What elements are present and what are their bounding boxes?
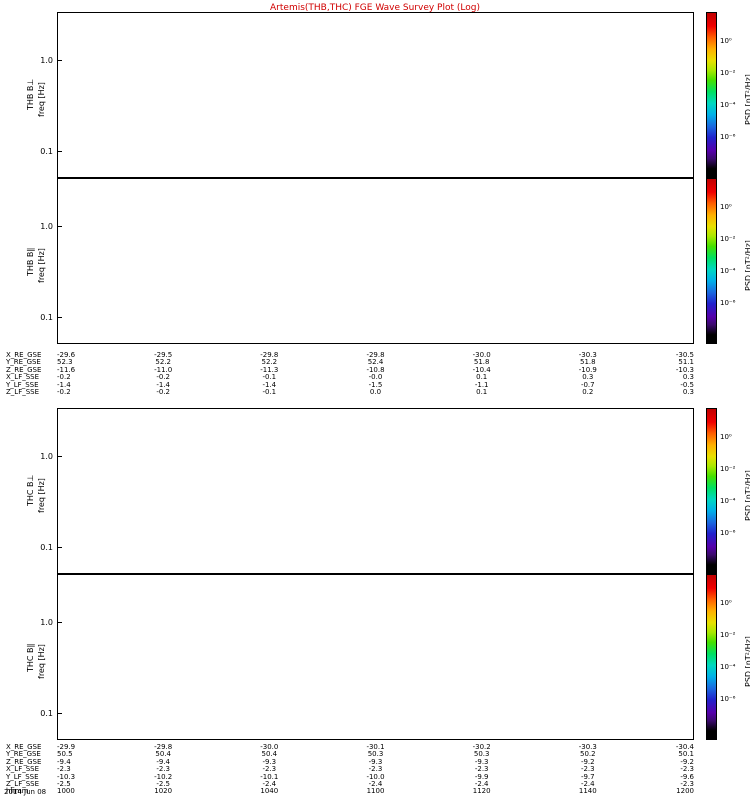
page-title: Artemis(THB,THC) FGE Wave Survey Plot (L… bbox=[270, 3, 480, 13]
axis-lower-date: 2014 Jun 08 bbox=[4, 788, 47, 796]
colorbar-thb-bl-tick-0: 10⁰ bbox=[720, 37, 732, 45]
panel-thc-bll-ylabel-top: THC B∥ bbox=[26, 643, 35, 672]
axis-lower-row-label: Y_LF_SSE bbox=[6, 772, 39, 781]
axis-lower-row-label: Z_LF_SSE bbox=[6, 780, 40, 788]
colorbar-thc-bll-tick-0: 10⁰ bbox=[720, 599, 732, 607]
colorbar-thc-bl-tick-0: 10⁰ bbox=[720, 433, 732, 441]
axis-lower-column: -30.0 50.4 -9.3 -2.3 -10.1 -2.4 1040 bbox=[260, 743, 279, 796]
colorbar-thc-bll-tick-3: 10⁻⁶ bbox=[720, 695, 736, 703]
colorbar-thc-bll-tick-2: 10⁻⁴ bbox=[720, 663, 736, 671]
colorbar-thc-bl-tick-2: 10⁻⁴ bbox=[720, 497, 736, 505]
colorbar-thb-bll-tick-1: 10⁻² bbox=[720, 235, 736, 243]
axis-upper-row-label: Y_LF_SSE bbox=[6, 380, 39, 389]
colorbar-thb-bll-tick-3: 10⁻⁶ bbox=[720, 299, 736, 307]
axis-lower-column: -29.8 50.4 -9.4 -2.3 -10.2 -2.5 1020 bbox=[154, 743, 173, 796]
panel-thb-bll-ytick-2: 0.1 bbox=[40, 313, 53, 322]
panel-thc-bl-ylabel-bottom: freq [Hz] bbox=[37, 478, 46, 513]
colorbar-thc-bl bbox=[706, 408, 717, 574]
colorbar-thb-bll-tick-0: 10⁰ bbox=[720, 203, 732, 211]
panel-thb-bl-ytick-1: 1.0 bbox=[40, 56, 53, 65]
panel-thb-bl-ytick-2: 0.1 bbox=[40, 147, 53, 156]
axis-upper-column: -29.6 52.3 -11.6 -0.2 -1.4 -0.2 bbox=[57, 351, 76, 397]
colorbar-thb-bl-tick-2: 10⁻⁴ bbox=[720, 101, 736, 109]
axis-lower-row-label: hhmm bbox=[6, 787, 29, 796]
panel-thb-bll-ytick-1: 1.0 bbox=[40, 222, 53, 231]
axis-upper-column: -29.8 52.4 -10.8 -0.0 -1.5 0.0 bbox=[366, 351, 385, 397]
colorbar-thc-bll-gradient bbox=[707, 575, 716, 739]
colorbar-thc-bll bbox=[706, 574, 717, 740]
colorbar-thb-bl-tick-3: 10⁻⁶ bbox=[720, 133, 736, 141]
panel-thc-bl-tick-1 bbox=[57, 456, 62, 457]
panel-thc-bll-ylabel-bottom: freq [Hz] bbox=[37, 644, 46, 679]
panel-thc-bl-ylabel-top: THC B⊥ bbox=[26, 474, 35, 507]
colorbar-thc-bll-label: PSD [nT²/Hz] bbox=[744, 636, 750, 687]
panel-thb-bll-ylabel-bottom: freq [Hz] bbox=[37, 248, 46, 283]
axis-upper-column: -30.3 51.8 -10.9 0.3 -0.7 0.2 bbox=[578, 351, 597, 397]
axis-upper-column: -30.5 51.1 -10.3 0.3 -0.5 0.3 bbox=[675, 351, 694, 397]
axis-lower-row-label: Y_RE_GSE bbox=[6, 750, 41, 759]
axis-lower-row-label: X_LF_SSE bbox=[6, 765, 40, 774]
colorbar-thc-bl-label: PSD [nT²/Hz] bbox=[744, 470, 750, 521]
panel-thc-bll-ytick-2: 0.1 bbox=[40, 709, 53, 718]
axis-lower-column: -30.2 50.3 -9.3 -2.3 -9.9 -2.4 1120 bbox=[472, 743, 491, 796]
panel-thc-bl-ytick-1: 1.0 bbox=[40, 452, 53, 461]
colorbar-thb-bll bbox=[706, 178, 717, 344]
axis-upper-row-label: X_LF_SSE bbox=[6, 373, 40, 382]
colorbar-thb-bl bbox=[706, 12, 717, 178]
axis-upper-column: -30.0 51.8 -10.4 0.1 -1.1 0.1 bbox=[472, 351, 491, 397]
panel-thb-bl-ylabel-bottom: freq [Hz] bbox=[37, 82, 46, 117]
colorbar-thb-bll-label: PSD [nT²/Hz] bbox=[744, 240, 750, 291]
colorbar-thc-bll-tick-1: 10⁻² bbox=[720, 631, 736, 639]
panel-thc-bll bbox=[57, 574, 694, 740]
colorbar-thb-bll-tick-2: 10⁻⁴ bbox=[720, 267, 736, 275]
panel-thb-bll-tick-1 bbox=[57, 226, 62, 227]
colorbar-thc-bl-tick-1: 10⁻² bbox=[720, 465, 736, 473]
axis-upper-column: -29.8 52.2 -11.3 -0.1 -1.4 -0.1 bbox=[260, 351, 279, 397]
panel-thc-bll-tick-2 bbox=[57, 713, 62, 714]
axis-upper-column: -29.5 52.2 -11.0 -0.2 -1.4 -0.2 bbox=[154, 351, 173, 397]
axis-lower-column: -30.1 50.3 -9.3 -2.3 -10.0 -2.4 1100 bbox=[366, 743, 385, 796]
axis-upper-row-label: Y_RE_GSE bbox=[6, 358, 41, 367]
axis-upper-row-label: X_RE_GSE bbox=[6, 351, 42, 359]
colorbar-thb-bl-tick-1: 10⁻² bbox=[720, 69, 736, 77]
panel-thc-bll-tick-1 bbox=[57, 622, 62, 623]
colorbar-thb-bl-gradient bbox=[707, 13, 716, 177]
colorbar-thc-bl-gradient bbox=[707, 409, 716, 573]
axis-lower-column: -30.4 50.1 -9.2 -2.3 -9.6 -2.3 1200 bbox=[675, 743, 694, 796]
colorbar-thb-bl-label: PSD [nT²/Hz] bbox=[744, 74, 750, 125]
panel-thc-bl bbox=[57, 408, 694, 574]
panel-thc-bll-ytick-1: 1.0 bbox=[40, 618, 53, 627]
colorbar-thc-bl-tick-3: 10⁻⁶ bbox=[720, 529, 736, 537]
panel-thb-bll-tick-2 bbox=[57, 317, 62, 318]
panel-thc-bl-ytick-2: 0.1 bbox=[40, 543, 53, 552]
panel-thb-bl bbox=[57, 12, 694, 178]
panel-thb-bl-ylabel-top: THB B⊥ bbox=[26, 78, 35, 110]
axis-upper-row-label: Z_RE_GSE bbox=[6, 365, 42, 374]
colorbar-thb-bll-gradient bbox=[707, 179, 716, 343]
axis-upper-row-label: Z_LF_SSE bbox=[6, 388, 40, 396]
axis-lower-row-label: Z_RE_GSE bbox=[6, 757, 42, 766]
panel-thb-bl-tick-1 bbox=[57, 60, 62, 61]
axis-lower-column: -30.3 50.2 -9.2 -2.3 -9.7 -2.4 1140 bbox=[578, 743, 597, 796]
axis-lower-column: -29.9 50.5 -9.4 -2.3 -10.3 -2.5 1000 bbox=[57, 743, 76, 796]
panel-thb-bll-ylabel-top: THB B∥ bbox=[26, 247, 35, 276]
panel-thc-bl-tick-2 bbox=[57, 547, 62, 548]
panel-thb-bll bbox=[57, 178, 694, 344]
axis-lower-row-label: X_RE_GSE bbox=[6, 743, 42, 751]
panel-thb-bl-tick-2 bbox=[57, 151, 62, 152]
